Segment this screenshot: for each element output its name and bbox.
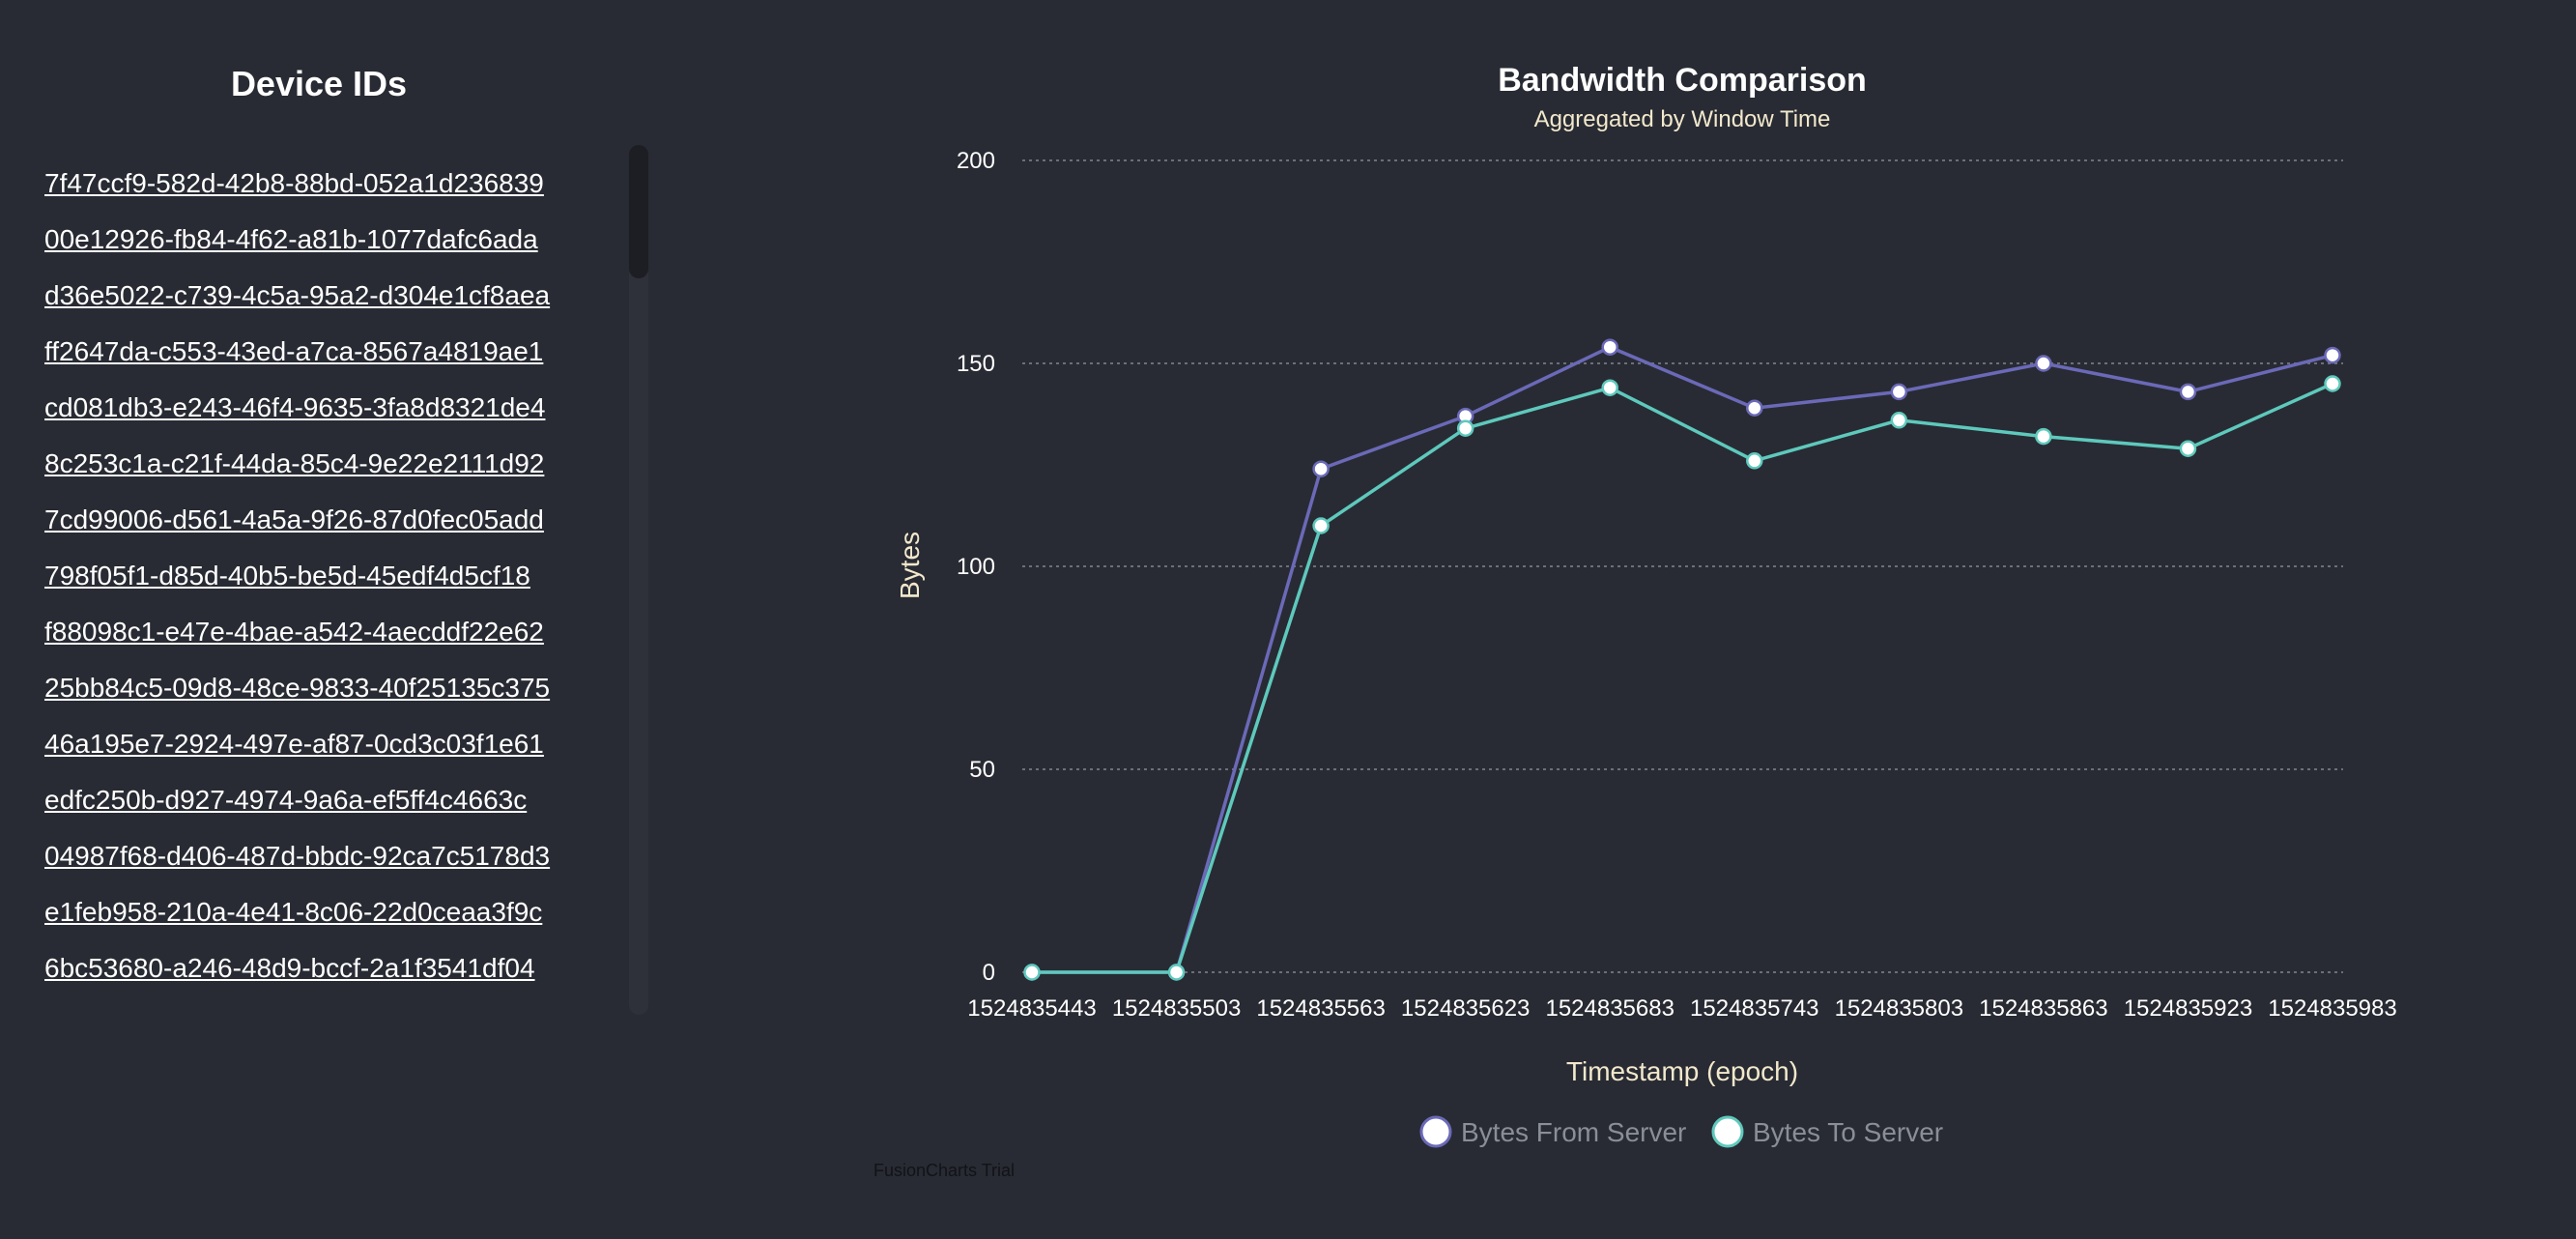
device-link[interactable]: e1feb958-210a-4e41-8c06-22d0ceaa3f9c: [44, 897, 543, 927]
series-lines: [1023, 338, 2341, 981]
data-point[interactable]: [1601, 338, 1618, 356]
device-link[interactable]: 8c253c1a-c21f-44da-85c4-9e22e2111d92: [44, 448, 545, 478]
chart-title: Bandwidth Comparison: [1498, 62, 1867, 99]
device-link[interactable]: cd081db3-e243-46f4-9635-3fa8d8321de4: [44, 392, 546, 422]
device-link[interactable]: 7f47ccf9-582d-42b8-88bd-052a1d236839: [44, 168, 544, 198]
device-list-item: d36e5022-c739-4c5a-95a2-d304e1cf8aea: [44, 276, 624, 332]
y-tick-label: 0: [983, 960, 995, 986]
device-link[interactable]: 7cd99006-d561-4a5a-9f26-87d0fec05add: [44, 504, 544, 534]
x-tick-label: 1524835563: [1256, 995, 1385, 1022]
device-link[interactable]: edfc250b-d927-4974-9a6a-ef5ff4c4663c: [44, 785, 528, 815]
device-list-item: 7cd99006-d561-4a5a-9f26-87d0fec05add: [44, 501, 624, 557]
device-link[interactable]: 00e12926-fb84-4f62-a81b-1077dafc6ada: [44, 224, 538, 254]
data-point[interactable]: [2035, 427, 2052, 446]
x-tick-label: 1524835923: [2124, 995, 2252, 1022]
chart-subtitle: Aggregated by Window Time: [1534, 106, 1831, 132]
device-link[interactable]: 25bb84c5-09d8-48ce-9833-40f25135c375: [44, 673, 551, 703]
device-link[interactable]: 46a195e7-2924-497e-af87-0cd3c03f1e61: [44, 729, 544, 759]
x-tick-label: 1524835443: [967, 995, 1096, 1022]
y-axis-label: Bytes: [895, 532, 925, 599]
series-bytes-from-server: [1023, 338, 2341, 981]
device-list-item: ff2647da-c553-43ed-a7ca-8567a4819ae1: [44, 332, 624, 389]
y-tick-label: 150: [957, 351, 995, 377]
legend-label: Bytes From Server: [1461, 1117, 1686, 1147]
x-tick-label: 1524835803: [1835, 995, 1963, 1022]
legend-label: Bytes To Server: [1753, 1117, 1943, 1147]
x-axis-label: Timestamp (epoch): [1566, 1056, 1798, 1086]
sidebar-title: Device IDs: [230, 64, 408, 103]
device-list: 7f47ccf9-582d-42b8-88bd-052a1d236839 00e1…: [44, 164, 624, 1005]
device-link[interactable]: f88098c1-e47e-4bae-a542-4aecddf22e62: [44, 617, 544, 647]
device-list-container[interactable]: 7f47ccf9-582d-42b8-88bd-052a1d236839 00e1…: [44, 164, 624, 1015]
x-tick-label: 1524835623: [1401, 995, 1530, 1022]
data-point[interactable]: [2324, 346, 2341, 364]
y-axis-ticks: 0 50 100 150 200: [957, 148, 995, 986]
watermark: FusionCharts Trial: [873, 1161, 1015, 1180]
x-tick-label: 1524835863: [1979, 995, 2107, 1022]
x-tick-label: 1524835503: [1112, 995, 1241, 1022]
gridlines: [1022, 159, 2343, 973]
data-point[interactable]: [1312, 460, 1330, 477]
data-point[interactable]: [1456, 419, 1474, 437]
device-sidebar: Device IDs 7f47ccf9-582d-42b8-88bd-052a1…: [0, 0, 649, 1239]
device-link[interactable]: d36e5022-c739-4c5a-95a2-d304e1cf8aea: [44, 280, 551, 310]
y-tick-label: 100: [957, 554, 995, 580]
legend-item[interactable]: Bytes To Server: [1711, 1115, 1943, 1148]
device-list-item: 6bc53680-a246-48d9-bccf-2a1f3541df04: [44, 949, 624, 1005]
x-tick-label: 1524835983: [2268, 995, 2396, 1022]
sidebar-scrollbar[interactable]: [629, 145, 648, 1015]
device-link[interactable]: 6bc53680-a246-48d9-bccf-2a1f3541df04: [44, 953, 535, 983]
device-link[interactable]: ff2647da-c553-43ed-a7ca-8567a4819ae1: [44, 336, 544, 366]
legend-marker: [1419, 1115, 1452, 1148]
device-list-item: 798f05f1-d85d-40b5-be5d-45edf4d5cf18: [44, 557, 624, 613]
series-bytes-to-server: [1023, 375, 2341, 981]
x-axis-ticks: 1524835443 1524835503 1524835563 1524835623…: [967, 995, 2396, 1022]
data-point[interactable]: [1746, 452, 1763, 470]
device-list-item: 46a195e7-2924-497e-af87-0cd3c03f1e61: [44, 725, 624, 781]
device-list-item: f88098c1-e47e-4bae-a542-4aecddf22e62: [44, 613, 624, 669]
device-list-item: cd081db3-e243-46f4-9635-3fa8d8321de4: [44, 389, 624, 445]
device-list-item: 8c253c1a-c21f-44da-85c4-9e22e2111d92: [44, 445, 624, 501]
data-point[interactable]: [1890, 412, 1908, 429]
x-tick-label: 1524835683: [1545, 995, 1674, 1022]
data-point[interactable]: [2324, 375, 2341, 392]
device-list-item: 7f47ccf9-582d-42b8-88bd-052a1d236839: [44, 164, 624, 220]
data-point[interactable]: [2179, 383, 2197, 401]
device-list-item: 00e12926-fb84-4f62-a81b-1077dafc6ada: [44, 220, 624, 276]
data-point[interactable]: [1167, 964, 1186, 981]
y-tick-label: 50: [969, 757, 995, 783]
device-list-item: 04987f68-d406-487d-bbdc-92ca7c5178d3: [44, 837, 624, 893]
legend-item[interactable]: Bytes From Server: [1419, 1115, 1686, 1148]
data-point[interactable]: [1023, 964, 1041, 981]
data-point[interactable]: [1746, 399, 1763, 417]
y-tick-label: 200: [957, 148, 995, 174]
device-link[interactable]: 798f05f1-d85d-40b5-be5d-45edf4d5cf18: [44, 561, 530, 591]
x-tick-label: 1524835743: [1690, 995, 1818, 1022]
device-list-item: edfc250b-d927-4974-9a6a-ef5ff4c4663c: [44, 781, 624, 837]
data-point[interactable]: [2035, 355, 2052, 372]
legend-marker: [1711, 1115, 1744, 1148]
series-line: [1032, 345, 2333, 974]
sidebar-scrollbar-thumb[interactable]: [629, 145, 648, 278]
device-link[interactable]: 04987f68-d406-487d-bbdc-92ca7c5178d3: [44, 841, 551, 871]
data-point[interactable]: [2179, 440, 2197, 457]
series-line: [1032, 382, 2333, 974]
device-list-item: 25bb84c5-09d8-48ce-9833-40f25135c375: [44, 669, 624, 725]
legend[interactable]: Bytes From Server Bytes To Server: [1419, 1115, 1943, 1148]
device-list-item: e1feb958-210a-4e41-8c06-22d0ceaa3f9c: [44, 893, 624, 949]
data-point[interactable]: [1312, 517, 1330, 534]
data-point[interactable]: [1601, 379, 1618, 396]
data-point[interactable]: [1890, 383, 1908, 401]
